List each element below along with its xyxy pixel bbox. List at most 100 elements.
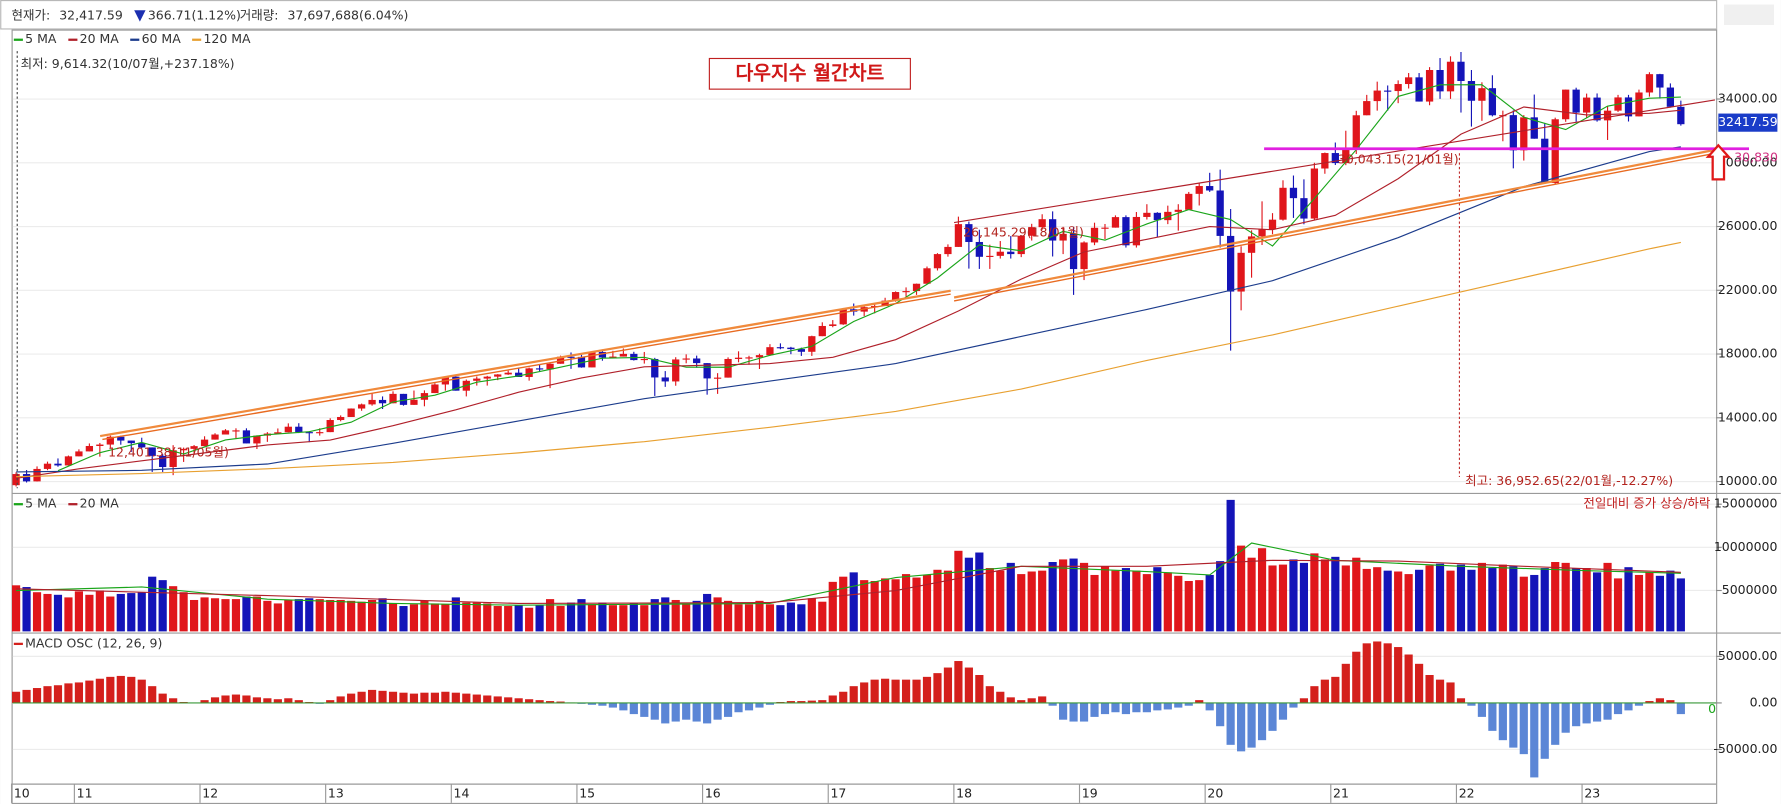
bar	[881, 678, 890, 703]
candle-body	[1436, 70, 1444, 92]
candle-body	[703, 363, 711, 379]
bar	[347, 693, 356, 703]
bar	[608, 702, 617, 708]
bar	[472, 602, 481, 632]
candle-body	[672, 359, 680, 382]
annotation: 12,401.38(11/05월)	[108, 445, 229, 460]
ma-line	[16, 559, 1681, 605]
y-tick-label: 22000.00	[1718, 282, 1778, 297]
bar	[1341, 565, 1350, 632]
candle-body	[1457, 61, 1465, 82]
bar	[1613, 702, 1623, 715]
bar	[703, 593, 712, 632]
candle-body	[713, 377, 722, 379]
candle-body	[1551, 119, 1559, 184]
bar	[441, 604, 450, 632]
bar	[1498, 702, 1507, 741]
bar	[116, 675, 125, 703]
bar	[148, 686, 157, 703]
bar	[1268, 565, 1277, 632]
bar	[1666, 700, 1675, 703]
bar	[1163, 702, 1172, 710]
bar	[357, 691, 366, 703]
bar	[1278, 564, 1288, 632]
candle-body	[148, 447, 156, 456]
candle-body	[1216, 190, 1224, 236]
candle-body	[1404, 77, 1413, 85]
bar	[284, 599, 293, 632]
bar	[1666, 570, 1675, 632]
bar	[797, 604, 806, 632]
bar	[252, 596, 261, 632]
bar	[1289, 559, 1298, 632]
x-tick-label: 10	[14, 785, 30, 800]
bar	[1299, 698, 1309, 703]
bar	[64, 683, 73, 703]
candle-body	[1394, 84, 1402, 92]
bar	[1278, 702, 1288, 720]
bar	[1509, 702, 1518, 748]
y-tick-label: 26000.00	[1718, 218, 1778, 233]
legend-swatch	[68, 38, 78, 41]
bar	[64, 597, 73, 632]
candle-body	[75, 451, 83, 457]
candle-body	[179, 448, 188, 451]
candle-body	[1373, 90, 1381, 102]
bar	[797, 701, 806, 703]
bar	[535, 700, 544, 703]
bar	[430, 603, 439, 632]
bar	[1415, 569, 1424, 632]
bar	[901, 574, 911, 632]
bar	[1331, 676, 1340, 703]
bar	[1100, 702, 1110, 715]
bar	[1645, 701, 1654, 703]
bar	[912, 577, 921, 632]
candle-body	[1530, 117, 1538, 139]
bar	[1572, 702, 1581, 727]
bar	[32, 688, 42, 703]
bar	[556, 606, 565, 632]
bar	[347, 600, 356, 632]
bar	[1582, 702, 1591, 724]
candle-body	[808, 336, 816, 352]
bar	[661, 702, 670, 724]
last-price-label: 32417.59	[1718, 114, 1778, 129]
bar	[765, 702, 775, 705]
candle-body	[1143, 212, 1151, 217]
bar	[242, 596, 251, 632]
bar	[629, 702, 638, 715]
bar	[1613, 578, 1623, 632]
bar	[514, 605, 523, 632]
annotation: 26,145.29(18/01월)	[963, 224, 1084, 239]
candle-body	[1446, 61, 1455, 92]
plot-marks: 10000.00 14000.00 18000.00 22000.00 26000.00…	[10, 31, 1778, 803]
bar	[1111, 570, 1120, 632]
bar	[1467, 702, 1476, 706]
bar	[734, 604, 743, 632]
bar	[1404, 574, 1413, 632]
bar	[1341, 663, 1350, 703]
bar	[1530, 702, 1539, 778]
bar	[1006, 562, 1015, 632]
candle-body	[43, 463, 52, 469]
bar	[1603, 702, 1612, 720]
candle-body	[1467, 81, 1476, 101]
candle-body	[1488, 88, 1497, 116]
candle-body	[200, 439, 209, 447]
candle-body	[305, 432, 313, 434]
candle-body	[1415, 77, 1423, 102]
down-arrow-icon	[134, 10, 146, 22]
candle-body	[734, 357, 743, 359]
candle-body	[1247, 236, 1256, 253]
bar	[169, 698, 178, 703]
bar	[1310, 686, 1319, 703]
bar	[1174, 575, 1183, 632]
candle-body	[473, 378, 481, 381]
bar	[451, 597, 460, 632]
x-tick-label: 23	[1584, 785, 1600, 800]
bar	[786, 701, 795, 703]
bar	[671, 599, 680, 632]
y-tick-label: 0.00	[1750, 694, 1778, 709]
bar	[210, 598, 220, 632]
candle-body	[1258, 229, 1266, 237]
